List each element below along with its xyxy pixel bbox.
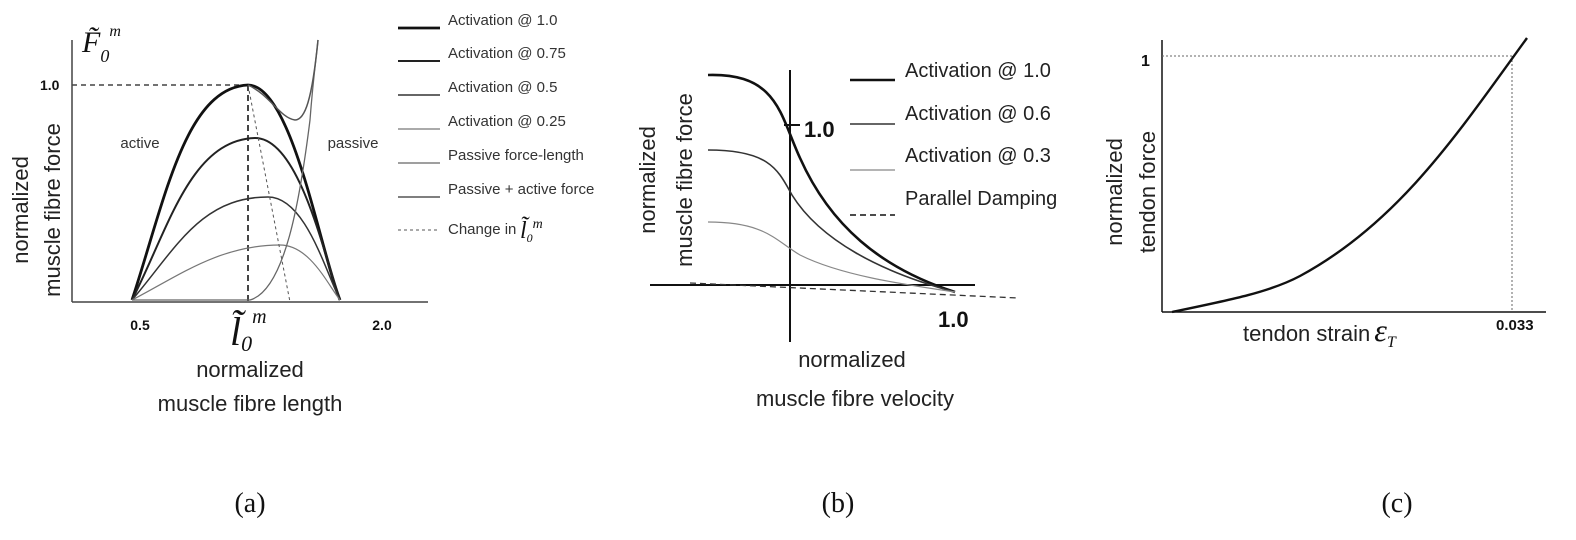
curve-act-075 (131, 136, 341, 301)
x-label: tendon strain εT (1243, 312, 1397, 351)
legend-text: Change in (448, 221, 516, 238)
caption: (a) (234, 488, 265, 519)
y-label: normalized (8, 156, 33, 264)
legend-text: Passive force-length (448, 147, 584, 164)
x-tick: 2.0 (372, 317, 392, 333)
curve-damping (689, 282, 1019, 299)
curve-act-025 (131, 244, 341, 301)
curve-act-1 (707, 73, 956, 294)
x-symbol: l̃0m (230, 306, 267, 356)
curve-passive-active (247, 39, 319, 121)
legend: Activation @ 1.0 Activation @ 0.6 Activa… (850, 60, 1057, 216)
legend-text: Activation @ 0.25 (448, 113, 566, 130)
x-tick: 1.0 (938, 307, 969, 332)
region-label: active (120, 135, 159, 152)
y-tick: 1 (1141, 53, 1150, 70)
x-label: muscle fibre length (158, 391, 343, 416)
curve-act-06 (707, 149, 956, 293)
legend-text: Activation @ 1.0 (448, 12, 557, 29)
legend-text: Activation @ 0.6 (905, 103, 1051, 125)
y-label: normalized (1102, 138, 1127, 246)
change-line (247, 84, 291, 303)
region-label: passive (328, 135, 379, 152)
panel-a: F̃0m 1.0 0.5 2.0 l̃0m normalized muscle … (8, 12, 594, 416)
curve-act-05 (131, 196, 341, 301)
legend-text: Activation @ 0.3 (905, 145, 1051, 167)
legend: Activation @ 1.0 Activation @ 0.75 Activ… (398, 12, 594, 245)
legend-text: Activation @ 1.0 (905, 60, 1051, 82)
caption: (b) (822, 488, 855, 519)
legend-text: Activation @ 0.75 (448, 45, 566, 62)
y-tick: 1.0 (804, 117, 835, 142)
legend-text: Passive + active force (448, 181, 594, 198)
curve-act-1 (130, 83, 342, 301)
y-label: normalized (635, 126, 660, 234)
panel-c: 1 0.033 tendon strain εT normalized tendo… (1102, 37, 1546, 351)
x-tick: 0.5 (130, 317, 150, 333)
y-label: muscle fibre force (672, 93, 697, 267)
panel-b: 1.0 1.0 normalized muscle fibre velocity… (635, 60, 1057, 411)
y-label: muscle fibre force (40, 123, 65, 297)
x-tick: 0.033 (1496, 317, 1534, 334)
y-tick: 1.0 (40, 77, 60, 93)
legend-symbol: l̃0m (520, 216, 543, 245)
caption: (c) (1381, 488, 1412, 519)
curve-passive (132, 39, 319, 301)
x-label: normalized (196, 357, 304, 382)
curve-act-03 (707, 221, 956, 293)
x-label: normalized (798, 347, 906, 372)
legend-text: Activation @ 0.5 (448, 79, 557, 96)
tendon-curve (1171, 37, 1528, 314)
y-symbol: F̃0m (81, 23, 121, 66)
y-label: tendon force (1135, 131, 1160, 253)
legend-text: Parallel Damping (905, 188, 1057, 210)
x-label: muscle fibre velocity (756, 386, 954, 411)
